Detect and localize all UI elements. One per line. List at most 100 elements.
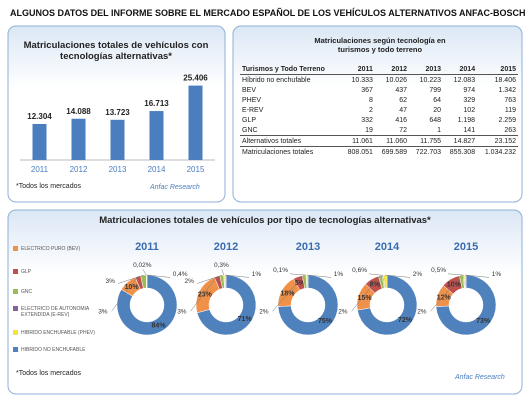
legend-label: HIBRIDO NO ENCHUFABLE [21,347,86,353]
legend-swatch [13,269,18,274]
table-cell: 855.308 [443,146,478,157]
donut-slice [196,274,257,336]
leader-line [146,274,171,278]
table-cell: Matriculaciones totales [240,146,341,157]
data-label: 2% [413,271,423,278]
table-cell: 12.083 [453,76,476,84]
table-cell: 47 [399,106,407,114]
table-cell: 14.827 [443,135,478,147]
table-cell: 2.259 [498,116,516,124]
year-label: 2011 [135,241,159,253]
data-label: 0,1% [273,267,288,274]
donut-slice [463,274,467,289]
x-tick-label: 2013 [109,165,127,174]
table-row: BEV 367 437 799 974 1.342 [240,85,518,95]
table-cell: 10.223 [419,76,442,84]
leader-line [385,274,411,278]
leader-line [307,274,332,278]
data-label: 15% [358,295,373,302]
leader-line [142,269,147,276]
legend-swatch [13,289,18,294]
header-cell: 2011 [340,64,375,75]
table-cell: 722.703 [409,146,444,157]
note: *Todos los mercados [16,370,81,377]
data-label: 10% [125,284,140,291]
x-tick-label: 2014 [148,165,166,174]
value-label: 13.723 [105,108,130,117]
table-cell: 62 [399,96,407,104]
table-cell: 64 [433,96,442,104]
x-tick-label: 2015 [187,165,205,174]
table-cell: Híbrido no enchufable [242,76,311,84]
table-cell: 1.198 [457,116,476,124]
legend-label: GLP [21,269,32,275]
legend-label: GNC [21,289,33,295]
leader-line [447,273,464,276]
page-title: ALGUNOS DATOS DEL INFORME SOBRE EL MERCA… [10,8,526,18]
data-label: 0,3% [214,262,229,269]
bar [32,123,47,160]
note: *Todos los mercados [16,183,81,190]
data-label: 0,02% [133,262,152,269]
leader-line [465,274,490,278]
leader-line [430,275,462,312]
table-cell: 699.589 [374,146,409,157]
donut-slice [357,274,418,336]
table-cell: 974 [463,86,476,94]
table-row: Híbrido no enchufable 10.333 10.026 10.223 1… [240,75,518,86]
data-label: 73% [476,318,491,325]
bar [71,118,86,160]
donut-slice [145,274,148,289]
value-label: 12.304 [27,112,52,121]
data-label: 84% [152,322,167,329]
header-cell: 2014 [443,64,478,75]
data-label: 1% [492,271,502,278]
leader-line [221,269,225,276]
x-tick-label: 2012 [70,165,88,174]
legend-swatch [13,347,18,352]
data-label: 3% [106,278,116,285]
table-cell: 141 [463,126,476,134]
data-label: 0,4% [173,271,188,278]
header-cell: 2015 [477,64,518,75]
chart-title: Matriculaciones totales de vehículos con… [23,40,209,62]
leader-line [111,276,139,312]
donut-slice [382,274,388,289]
legend-swatch [13,306,18,311]
donut-slice [435,274,497,336]
donut-slice [116,274,178,336]
table-cell: 808.051 [340,146,375,157]
panel [7,25,226,203]
data-label: 71% [238,316,253,323]
table-cell: 416 [395,116,407,124]
table-cell: Alternativos totales [240,135,341,147]
legend-swatch [13,330,18,335]
table-cell: GLP [242,116,257,124]
table-row: Alternativos totales 11.061 11.060 11.755 14… [240,135,518,147]
leader-line [368,273,383,276]
table-cell: 8 [369,96,373,104]
year-label: 2013 [296,241,320,253]
table-cell: 437 [395,86,407,94]
table-cell: 119 [504,106,516,114]
year-label: 2015 [454,241,478,253]
bar [188,85,203,160]
panel [7,209,523,395]
leader-line [272,275,305,312]
data-label: 10% [447,282,462,289]
leader-line [118,274,144,284]
table-cell: 10.333 [351,76,373,84]
table-cell: GNC [242,126,258,134]
x-tick-label: 2011 [31,165,49,174]
table-cell: 72 [399,126,407,134]
table-title: Matriculaciones según tecnología en turi… [314,36,446,54]
table-cell: E-REV [242,106,264,114]
table-cell: 11.060 [374,135,409,147]
value-label: 16.713 [144,99,169,108]
table-row: GLP 332 416 648 1.198 2.259 [240,115,518,125]
legend-label: HIBRIDO ENCHUFABLE (PHEV) [21,330,95,336]
table-cell: 1 [437,126,442,134]
table-cell: 20 [433,106,442,114]
table-cell: 648 [429,116,442,124]
data-label: 1% [252,271,262,278]
